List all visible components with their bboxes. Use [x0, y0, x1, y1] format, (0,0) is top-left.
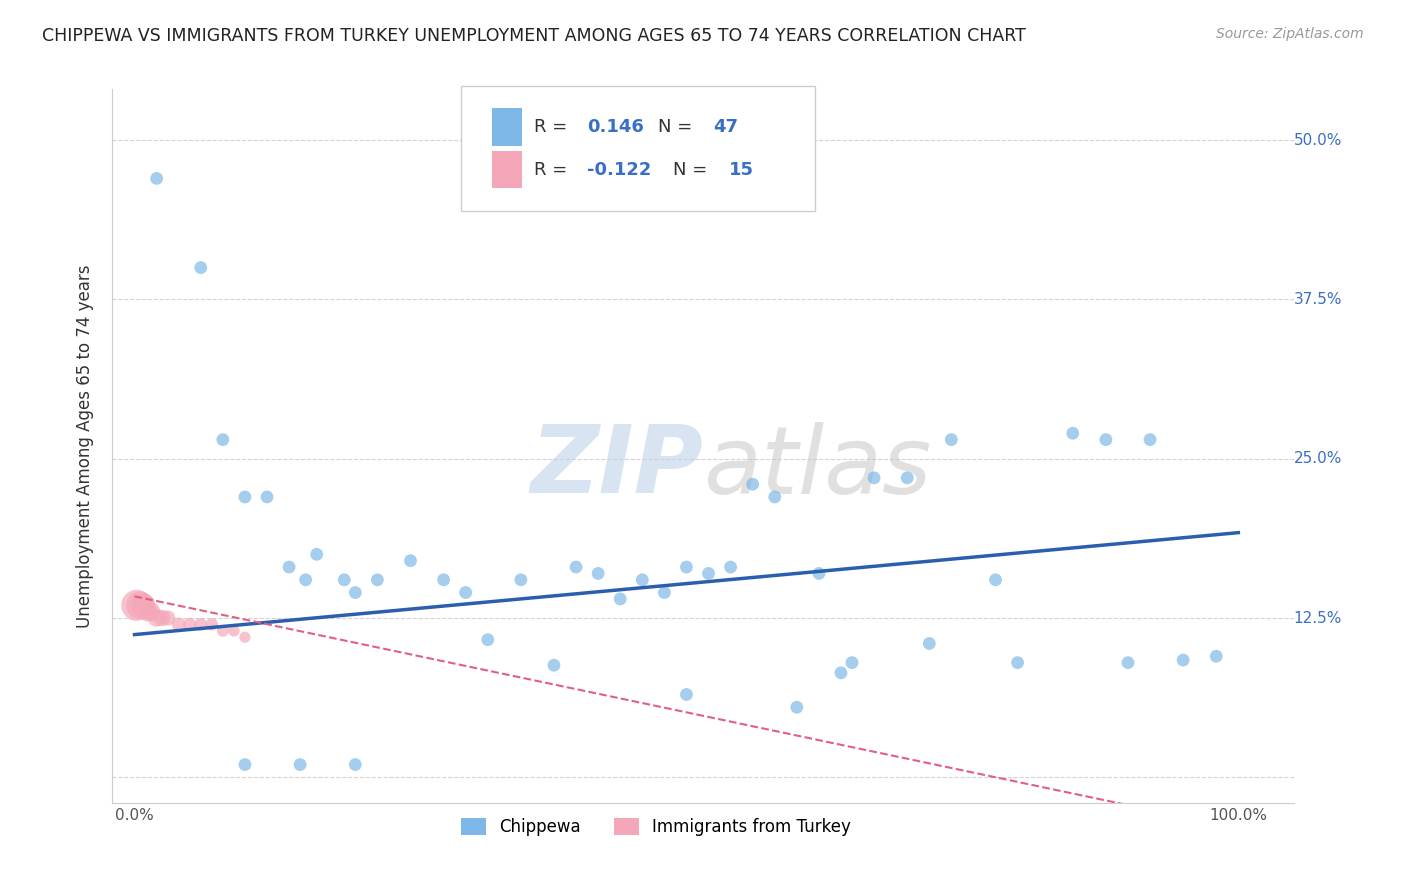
Point [741, 477, 763, 491]
Point [129, 599, 152, 613]
Text: 12.5%: 12.5% [1294, 610, 1341, 625]
Point [201, 617, 224, 632]
Y-axis label: Unemployment Among Ages 65 to 74 years: Unemployment Among Ages 65 to 74 years [76, 264, 94, 628]
Point [509, 573, 531, 587]
Text: atlas: atlas [703, 422, 931, 513]
Point [132, 599, 155, 613]
Point [288, 757, 311, 772]
Point [156, 611, 179, 625]
Point [222, 624, 245, 638]
Point [190, 260, 212, 275]
Point [586, 566, 609, 581]
Point [631, 573, 654, 587]
Point [841, 656, 863, 670]
Point [145, 611, 167, 625]
Point [675, 560, 697, 574]
Text: 0.146: 0.146 [588, 118, 644, 136]
FancyBboxPatch shape [492, 109, 522, 145]
Point [1007, 656, 1029, 670]
Text: 47: 47 [714, 118, 738, 136]
Point [1116, 656, 1139, 670]
Point [139, 605, 162, 619]
Point [609, 591, 631, 606]
Text: -0.122: -0.122 [588, 161, 651, 178]
Point [720, 560, 742, 574]
Point [333, 573, 356, 587]
Point [233, 490, 256, 504]
Point [212, 433, 235, 447]
Legend: Chippewa, Immigrants from Turkey: Chippewa, Immigrants from Turkey [453, 810, 859, 845]
Point [830, 665, 852, 680]
Text: 15: 15 [728, 161, 754, 178]
Point [125, 599, 148, 613]
Point [941, 433, 963, 447]
Text: N =: N = [658, 118, 699, 136]
Point [167, 617, 190, 632]
Point [212, 624, 235, 638]
Point [179, 617, 201, 632]
Text: ZIP: ZIP [530, 421, 703, 514]
Point [1171, 653, 1194, 667]
Point [278, 560, 301, 574]
Point [786, 700, 808, 714]
Point [807, 566, 830, 581]
Point [918, 636, 941, 650]
Point [477, 632, 499, 647]
Point [1062, 426, 1084, 441]
Point [150, 611, 173, 625]
Point [654, 585, 676, 599]
Text: Source: ZipAtlas.com: Source: ZipAtlas.com [1216, 27, 1364, 41]
Point [366, 573, 388, 587]
Point [294, 573, 316, 587]
Point [1095, 433, 1118, 447]
Point [145, 171, 167, 186]
Text: R =: R = [534, 161, 574, 178]
Point [565, 560, 588, 574]
Point [305, 547, 328, 561]
Point [454, 585, 477, 599]
Text: CHIPPEWA VS IMMIGRANTS FROM TURKEY UNEMPLOYMENT AMONG AGES 65 TO 74 YEARS CORREL: CHIPPEWA VS IMMIGRANTS FROM TURKEY UNEMP… [42, 27, 1026, 45]
Point [763, 490, 786, 504]
FancyBboxPatch shape [461, 86, 815, 211]
Text: N =: N = [673, 161, 713, 178]
Point [399, 554, 422, 568]
Point [896, 471, 918, 485]
Text: R =: R = [534, 118, 574, 136]
Text: 50.0%: 50.0% [1294, 133, 1341, 148]
Point [233, 757, 256, 772]
Point [697, 566, 720, 581]
Point [543, 658, 565, 673]
Point [984, 573, 1007, 587]
Text: 37.5%: 37.5% [1294, 292, 1341, 307]
Point [136, 605, 159, 619]
Point [233, 630, 256, 644]
Point [433, 573, 456, 587]
Point [863, 471, 886, 485]
Point [1205, 649, 1227, 664]
Point [1139, 433, 1161, 447]
Point [675, 688, 697, 702]
Point [344, 585, 367, 599]
Point [344, 757, 367, 772]
Point [256, 490, 278, 504]
Text: 25.0%: 25.0% [1294, 451, 1341, 467]
FancyBboxPatch shape [492, 152, 522, 188]
Point [190, 617, 212, 632]
